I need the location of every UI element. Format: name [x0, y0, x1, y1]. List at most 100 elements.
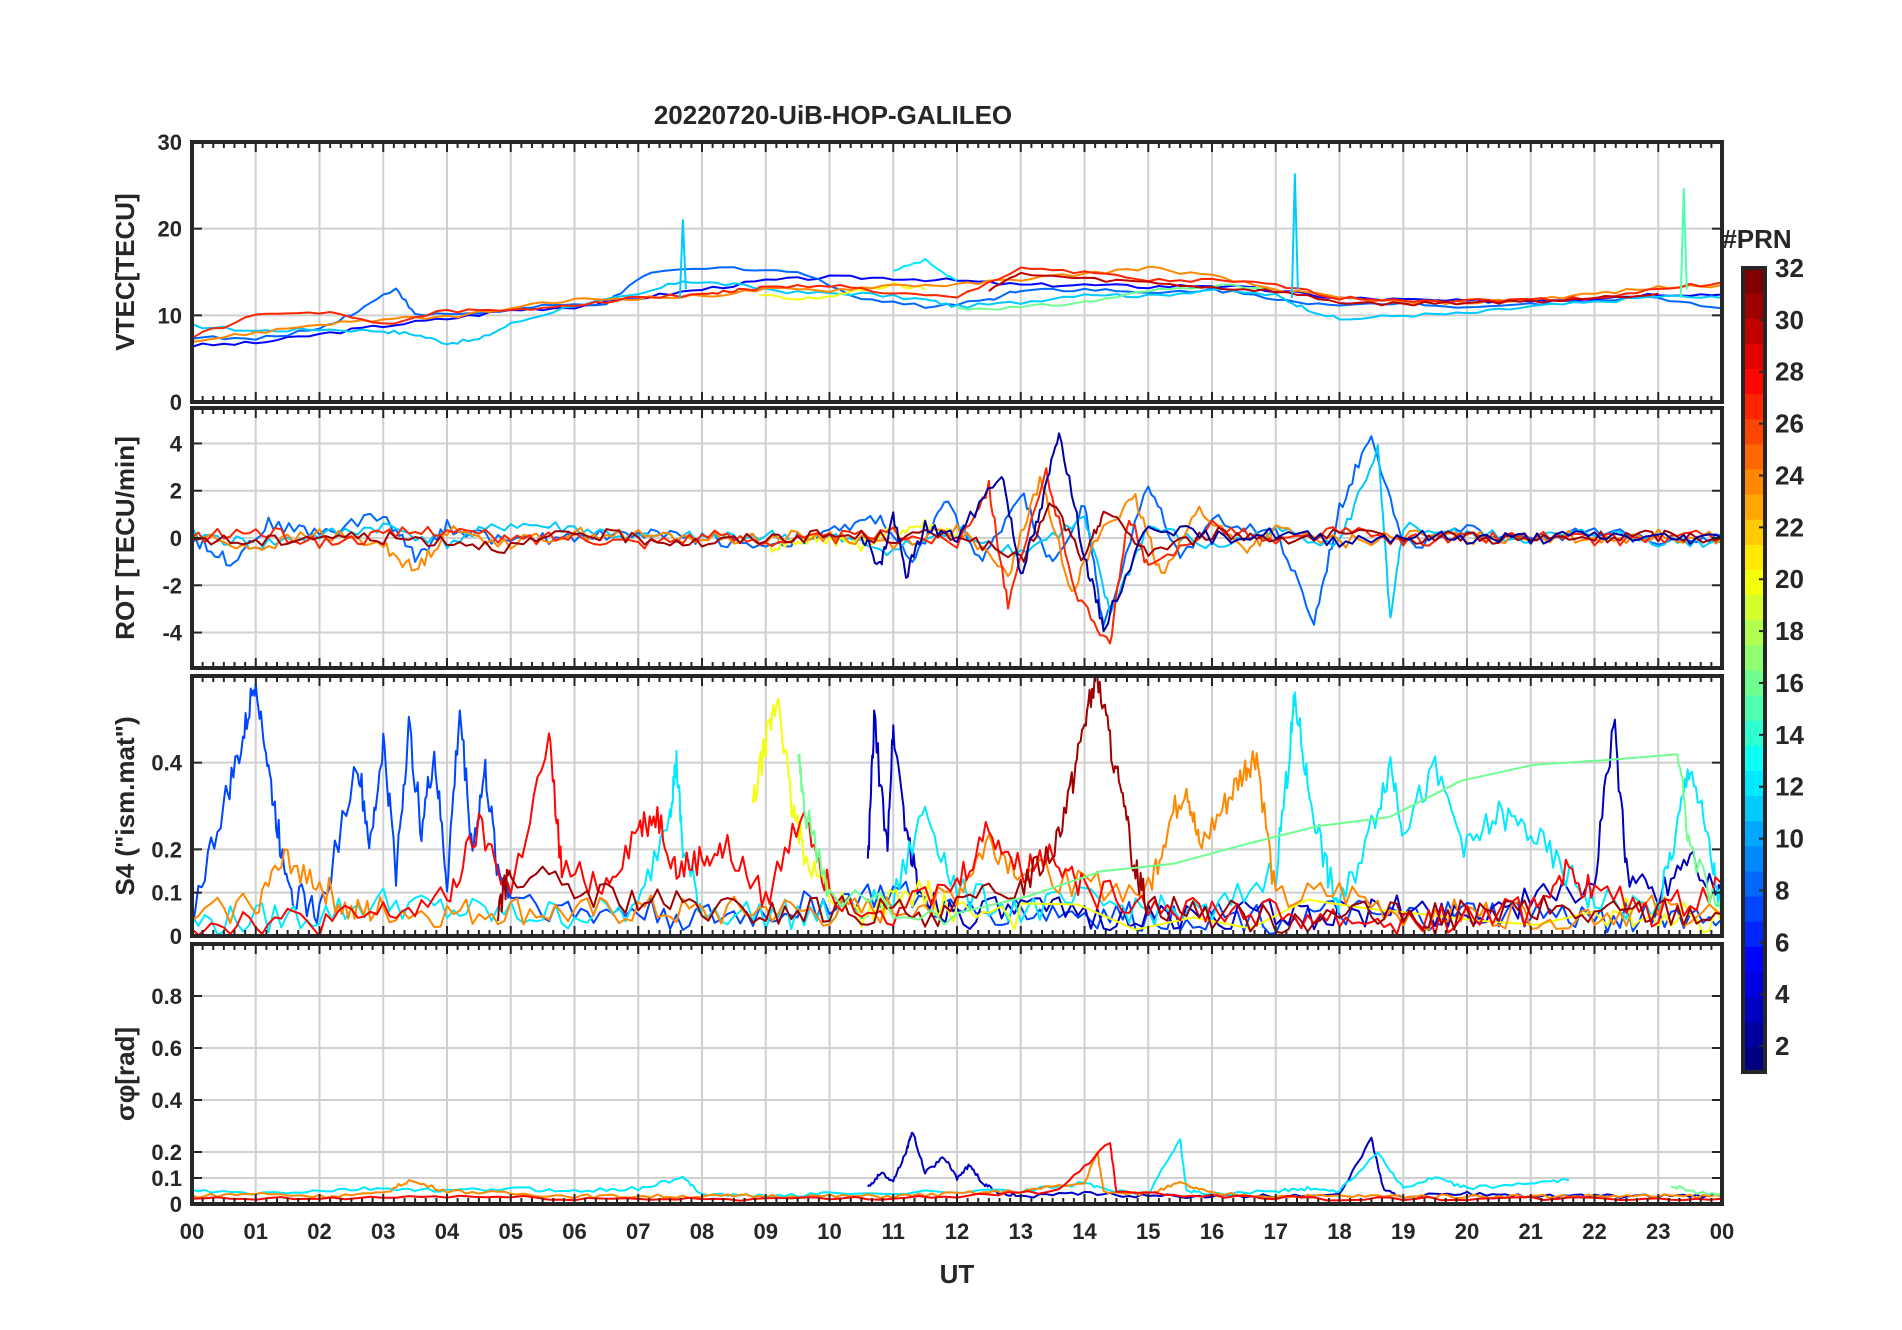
y-tick-label: 0 — [170, 924, 182, 949]
x-tick-label: 23 — [1646, 1219, 1670, 1244]
colorbar-tick-label: 16 — [1775, 668, 1804, 698]
series-prn-16 — [796, 753, 1722, 926]
series-prn-8 — [192, 266, 1722, 341]
traces-rot — [192, 432, 1722, 645]
colorbar-segment — [1743, 594, 1765, 621]
series-prn-12 — [893, 257, 958, 282]
x-tick-label: 07 — [626, 1219, 650, 1244]
colorbar-segment — [1743, 820, 1765, 847]
colorbar-tick-label: 20 — [1775, 564, 1804, 594]
x-tick-label: 08 — [690, 1219, 714, 1244]
x-tick-label: 12 — [945, 1219, 969, 1244]
y-tick-label: -2 — [162, 573, 182, 598]
colorbar-tick-label: 18 — [1775, 616, 1804, 646]
y-axis-label-vtec: VTEC[TECU] — [110, 193, 140, 350]
colorbar-segment — [1743, 469, 1765, 495]
colorbar-tick-label: 12 — [1775, 772, 1804, 802]
x-tick-label: 05 — [499, 1219, 523, 1244]
x-tick-label: 21 — [1519, 1219, 1543, 1244]
y-tick-label: 0.4 — [151, 1088, 182, 1113]
x-tick-label: 11 — [882, 1219, 905, 1244]
x-tick-label: 00 — [1710, 1219, 1734, 1244]
y-tick-label: 4 — [170, 431, 183, 456]
colorbar-tick-label: 4 — [1775, 979, 1790, 1009]
y-axis-label-rot: ROT [TECU/min] — [110, 436, 140, 640]
colorbar-segment — [1743, 770, 1765, 797]
series-prn-31 — [497, 676, 1722, 934]
y-tick-label: 0 — [170, 1192, 182, 1217]
colorbar-segment — [1743, 268, 1765, 294]
colorbar-segment — [1743, 1046, 1765, 1073]
colorbar-tick-label: 14 — [1775, 720, 1804, 750]
colorbar-segment — [1743, 670, 1765, 696]
y-tick-label: 2 — [170, 479, 182, 504]
traces-sigma — [192, 1131, 1722, 1202]
series-prn-12 — [192, 1138, 1570, 1198]
x-tick-label: 19 — [1391, 1219, 1415, 1244]
chart-title: 20220720-UiB-HOP-GALILEO — [654, 100, 1012, 130]
colorbar-segment — [1743, 544, 1765, 570]
panel-sigma: 00.10.2 0.4 0.6 0.8 σφ[rad] — [110, 942, 1724, 1217]
colorbar-segment — [1743, 293, 1765, 319]
colorbar-label: #PRN — [1722, 224, 1791, 254]
x-tick-label: 18 — [1327, 1219, 1351, 1244]
series-prn-31 — [192, 502, 1722, 563]
y-tick-label: 0.2 — [151, 837, 182, 862]
panel-vtec: 0 10 20 30 VTEC[TECU] — [110, 130, 1724, 415]
y-tick-label: 0 — [170, 390, 182, 415]
panel-rot: -4 -2 0 2 4 ROT [TECU/min] — [110, 406, 1724, 670]
series-prn-27 — [192, 467, 1722, 645]
colorbar-segment — [1743, 720, 1765, 746]
colorbar-segment — [1743, 695, 1765, 721]
colorbar-tick-label: 26 — [1775, 409, 1804, 439]
colorbar-segment — [1743, 946, 1765, 972]
x-tick-label: 20 — [1455, 1219, 1479, 1244]
colorbar-tick-label: 22 — [1775, 512, 1804, 542]
colorbar-segment — [1743, 569, 1765, 596]
traces-vtec — [192, 173, 1722, 348]
y-tick-label: 30 — [158, 130, 182, 155]
x-tick-label: 09 — [754, 1219, 778, 1244]
colorbar-segment — [1743, 494, 1765, 520]
colorbar-segment — [1743, 871, 1765, 897]
colorbar-tick-label: 2 — [1775, 1031, 1789, 1061]
colorbar-segment — [1743, 996, 1765, 1023]
y-tick-label: 0.2 — [151, 1140, 182, 1165]
colorbar-segment — [1743, 745, 1765, 771]
series-prn-11 — [192, 280, 1722, 346]
colorbar-segment — [1743, 418, 1765, 445]
x-tick-label: 22 — [1582, 1219, 1606, 1244]
colorbar-frame — [1741, 266, 1767, 1074]
x-tick-label: 10 — [817, 1219, 841, 1244]
colorbar-segment — [1743, 1021, 1765, 1048]
y-tick-label: 0.1 — [151, 1166, 182, 1191]
series-prn-2 — [860, 432, 1722, 633]
colorbar-tick-label: 28 — [1775, 357, 1804, 387]
series-prn-27 — [192, 266, 1722, 340]
y-axis-label-s4: S4 ("ism.mat") — [110, 716, 140, 895]
x-tick-label: 04 — [435, 1219, 460, 1244]
series-prn-24 — [192, 750, 1722, 931]
x-tick-label: 16 — [1200, 1219, 1224, 1244]
colorbar-segment — [1743, 343, 1765, 369]
spike-prn-11 — [1290, 173, 1299, 299]
colorbar-segment — [1743, 644, 1765, 671]
spike-prn-15 — [1679, 187, 1688, 299]
y-tick-label: 0 — [170, 526, 182, 551]
colorbar-segment — [1743, 318, 1765, 344]
colorbar-segment — [1743, 619, 1765, 646]
x-tick-label: 03 — [371, 1219, 395, 1244]
x-tick-label: 17 — [1264, 1219, 1288, 1244]
series-prn-16 — [956, 283, 1276, 311]
y-axis-label-sigma: σφ[rad] — [110, 1027, 140, 1121]
colorbar-segment — [1743, 845, 1765, 872]
colorbar-segment — [1743, 795, 1765, 822]
x-tick-label: 15 — [1136, 1219, 1160, 1244]
y-tick-label: -4 — [162, 621, 182, 646]
series-prn-20 — [752, 697, 1722, 934]
series-prn-12 — [192, 691, 1722, 936]
x-axis-label: UT — [940, 1259, 975, 1289]
y-tick-label: 0.4 — [151, 751, 182, 776]
